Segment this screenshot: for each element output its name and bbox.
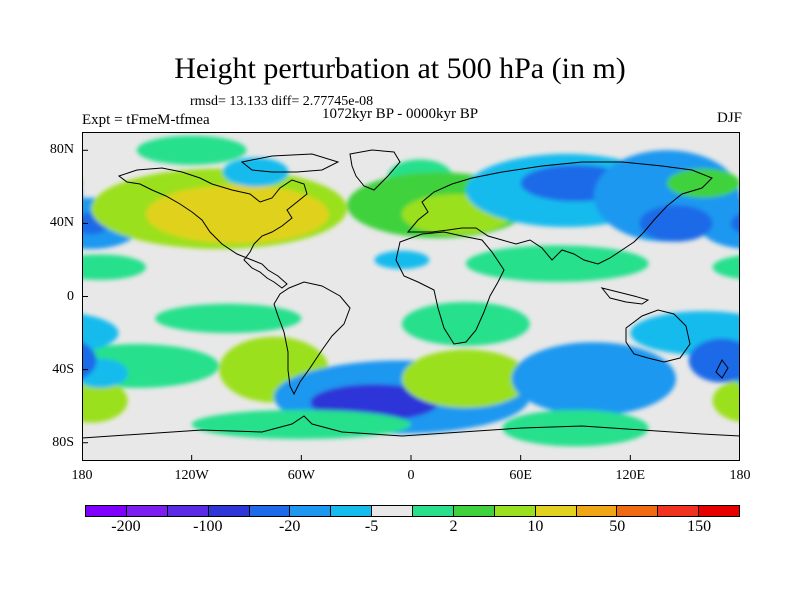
coastline-new-zealand <box>715 359 729 379</box>
coastline-north-america <box>117 167 308 289</box>
field-feature-15 <box>82 254 146 281</box>
colorbar-swatch <box>290 506 332 516</box>
colorbar-swatch <box>453 506 495 516</box>
colorbar-swatch <box>372 506 413 516</box>
field-feature-15 <box>712 255 740 279</box>
colorbar-label: 2 <box>449 518 458 535</box>
experiment-label: Expt = tFmeM-tfmea <box>82 112 210 128</box>
lon-label: 0 <box>407 468 415 483</box>
field-feature-4 <box>145 185 329 244</box>
coastline-australia <box>625 309 691 363</box>
colorbar-swatch <box>249 506 291 516</box>
field-feature-13 <box>666 168 740 198</box>
colorbar-label: 150 <box>687 518 712 535</box>
field-feature-5 <box>222 157 289 187</box>
colorbar <box>85 505 740 517</box>
field-feature-28 <box>688 338 740 383</box>
colorbar-label: 50 <box>609 518 626 535</box>
season-label: DJF <box>716 110 742 126</box>
field-feature-14 <box>465 245 649 282</box>
colorbar-swatch <box>576 506 618 516</box>
contour-map <box>82 132 740 461</box>
height-field <box>82 135 740 447</box>
stats-label: rmsd= 13.133 diff= 2.77745e-08 <box>190 94 374 109</box>
field-feature-25 <box>401 301 530 346</box>
coastline-greenland <box>349 149 401 191</box>
colorbar-swatch <box>86 506 127 516</box>
colorbar-swatch <box>208 506 250 516</box>
colorbar-swatch <box>699 506 739 516</box>
lat-label: 0 <box>67 288 74 304</box>
coastline-africa <box>395 231 505 345</box>
field-feature-0 <box>136 135 247 165</box>
field-feature-20 <box>82 378 128 423</box>
lon-label: 120W <box>174 468 209 483</box>
lat-label: 40S <box>52 361 74 377</box>
colorbar-label: -100 <box>193 518 223 535</box>
coastline-eurasia <box>406 161 713 265</box>
colorbar-swatch <box>494 506 536 516</box>
coastline-south-america <box>273 281 351 396</box>
field-feature-12 <box>639 205 713 242</box>
field-feature-20 <box>712 379 740 422</box>
field-feature-24 <box>401 349 530 408</box>
map-panel <box>82 132 740 461</box>
colorbar-swatch <box>617 506 659 516</box>
lon-label: 180 <box>729 468 751 483</box>
colorbar-swatch <box>413 506 454 516</box>
axis-ticks <box>82 149 740 461</box>
colorbar-label: 10 <box>527 518 544 535</box>
field-feature-2 <box>730 213 740 233</box>
field-feature-17 <box>155 303 302 334</box>
field-feature-26 <box>511 342 677 416</box>
colorbar-swatch <box>126 506 168 516</box>
colorbar-swatch <box>331 506 373 516</box>
colorbar-label: -20 <box>279 518 301 535</box>
lon-label: 180 <box>71 468 93 483</box>
lon-label: 120E <box>615 468 646 483</box>
coastline-arctic-islands <box>240 153 340 173</box>
period-label: 1072kyr BP - 0000kyr BP <box>321 106 479 122</box>
field-feature-16 <box>374 250 430 270</box>
field-feature-29 <box>502 409 649 447</box>
lat-label: 80S <box>52 434 74 450</box>
lon-label: 60E <box>509 468 532 483</box>
colorbar-swatch <box>167 506 209 516</box>
colorbar-label: -5 <box>364 518 379 535</box>
coastlines <box>82 149 740 439</box>
plot-title: Height perturbation at 500 hPa (in m) <box>174 52 626 85</box>
lon-label: 60W <box>287 468 315 483</box>
colorbar-label: -200 <box>111 518 141 535</box>
field-feature-27 <box>82 314 119 353</box>
lat-label: 80N <box>49 142 74 158</box>
colorbar-swatch <box>658 506 700 516</box>
coastline-indonesia <box>600 287 650 305</box>
lat-label: 40N <box>49 215 74 231</box>
colorbar-swatch <box>535 506 577 516</box>
coastline-antarctica <box>82 415 740 439</box>
